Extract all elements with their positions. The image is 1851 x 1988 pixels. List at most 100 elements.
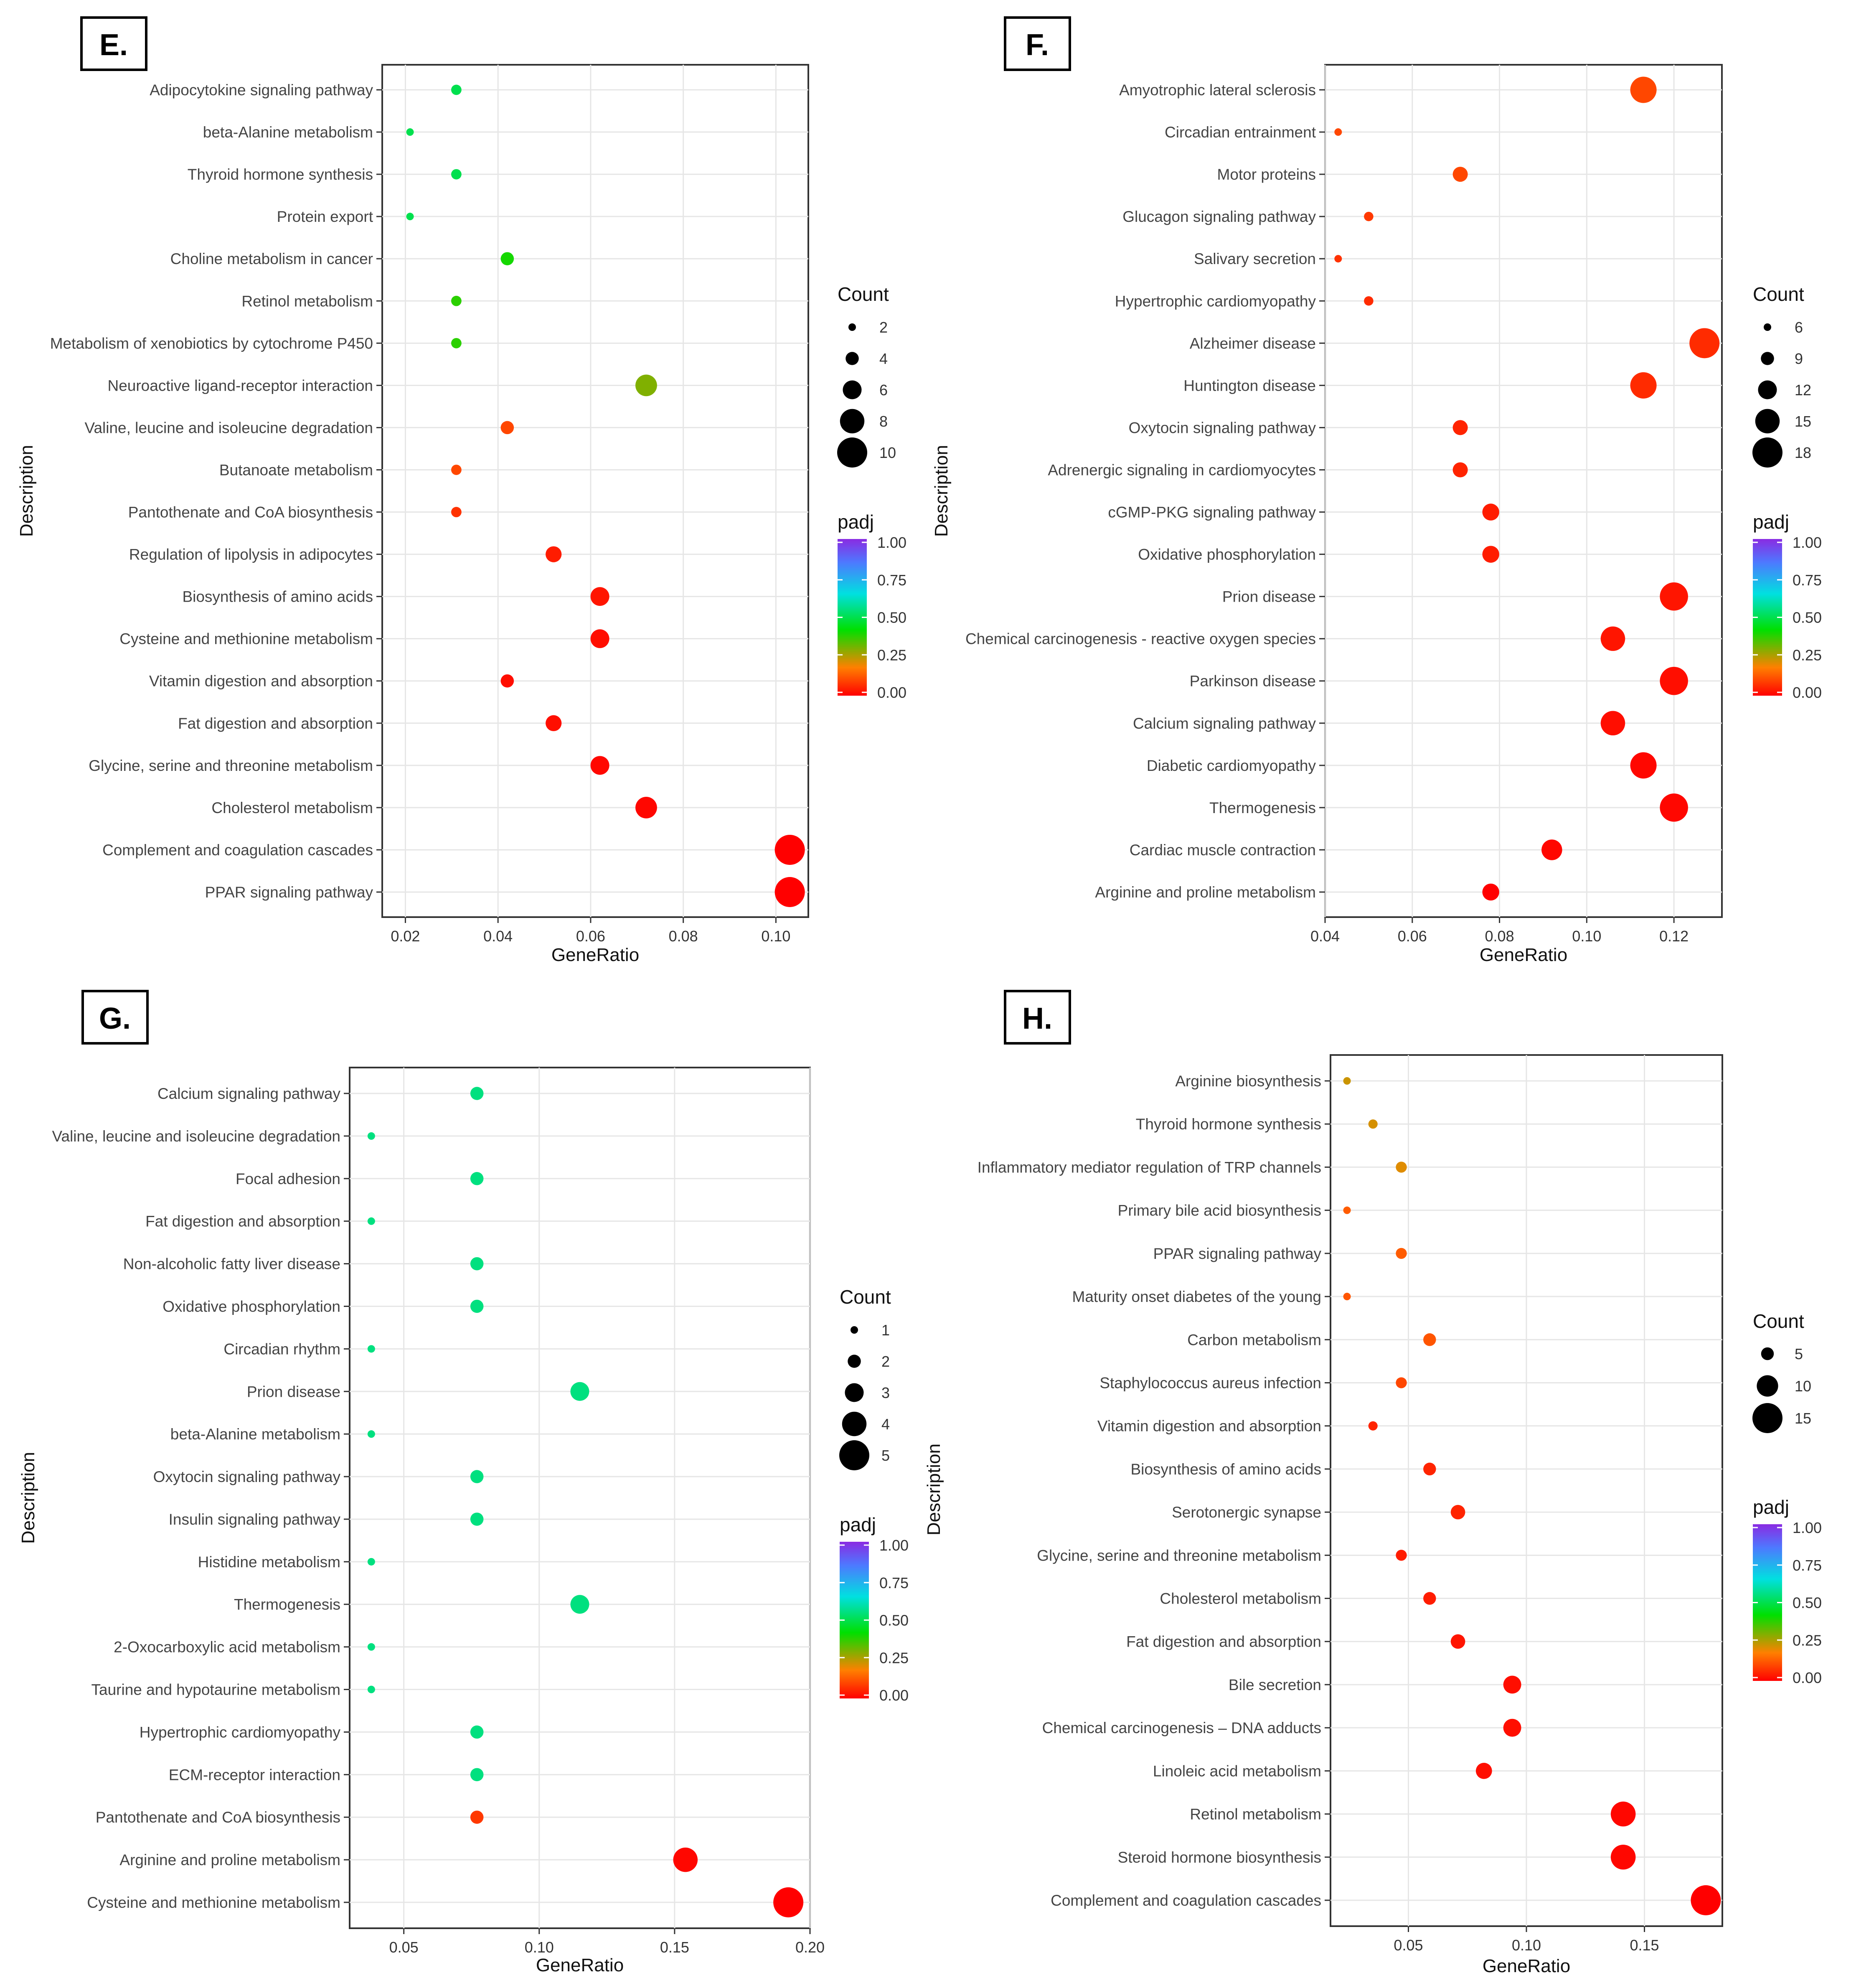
pathway-label: Protein export <box>277 208 373 225</box>
count-legend-dot <box>843 380 862 399</box>
count-legend-dot <box>837 437 867 468</box>
data-point <box>1452 167 1468 182</box>
colorbar-label: 0.25 <box>1793 646 1822 664</box>
data-point <box>500 421 514 435</box>
pathway-label: Valine, leucine and isoleucine degradati… <box>85 419 373 436</box>
pathway-label: Arginine and proline metabolism <box>119 1851 340 1869</box>
pathway-label: Cysteine and methionine metabolism <box>119 630 373 648</box>
padj-legend-ticks: 1.00 0.75 0.50 0.25 0.00 <box>838 534 906 701</box>
data-point <box>1343 1206 1351 1214</box>
count-legend-label: 18 <box>1795 444 1811 461</box>
data-point <box>1452 420 1468 435</box>
grid-lines <box>1324 65 1722 917</box>
data-points <box>1343 1077 1721 1915</box>
data-point <box>546 546 562 562</box>
pathway-label: Parkinson disease <box>1190 673 1316 690</box>
colorbar-label: 0.75 <box>879 1574 909 1591</box>
count-legend-dot <box>839 1440 869 1470</box>
count-legend-label: 5 <box>881 1447 890 1464</box>
data-point <box>367 1217 375 1225</box>
x-tick-label: 0.06 <box>1398 928 1427 945</box>
data-point <box>451 84 462 95</box>
data-points <box>367 1087 804 1917</box>
pathway-label: Fat digestion and absorption <box>178 715 373 732</box>
pathway-label: Cholesterol metabolism <box>211 799 373 816</box>
data-point <box>470 1470 484 1483</box>
pathway-labels: Amyotrophic lateral sclerosis Circadian e… <box>965 81 1325 901</box>
pathway-label: ECM-receptor interaction <box>169 1766 340 1783</box>
data-point <box>1610 1801 1636 1827</box>
pathway-label: Oxidative phosphorylation <box>1138 546 1316 563</box>
y-axis-label: Description <box>931 445 952 537</box>
x-axis-label: GeneRatio <box>551 945 639 965</box>
data-point <box>1541 839 1562 860</box>
count-legend-dot <box>1761 1347 1774 1360</box>
pathway-label: 2-Oxocarboxylic acid metabolism <box>114 1639 340 1656</box>
data-point <box>773 1887 804 1917</box>
count-legend-dot <box>851 1326 858 1334</box>
colorbar-label: 0.00 <box>1793 684 1822 701</box>
data-point <box>1396 1248 1407 1259</box>
data-point <box>1503 1675 1521 1694</box>
data-point <box>451 338 462 348</box>
x-axis-ticks: 0.05 0.10 0.15 0.20 <box>389 1928 825 1956</box>
panel-g: G. Calcium signaling pathway Valine, leuc… <box>18 990 909 1975</box>
x-tick-label: 0.20 <box>795 1939 825 1956</box>
colorbar-label: 0.50 <box>877 609 906 626</box>
count-legend-dot <box>842 1411 867 1436</box>
data-point <box>451 507 462 517</box>
pathway-label: Focal adhesion <box>236 1170 340 1187</box>
pathway-label: Steroid hormone biosynthesis <box>1118 1849 1321 1866</box>
data-point <box>1689 328 1720 358</box>
colorbar-label: 0.00 <box>879 1687 909 1704</box>
x-tick-label: 0.04 <box>483 928 513 945</box>
colorbar-label: 0.00 <box>877 684 906 701</box>
x-tick-label: 0.06 <box>576 928 605 945</box>
data-point <box>774 877 805 907</box>
pathway-label: Circadian rhythm <box>223 1340 340 1358</box>
pathway-label: Inflammatory mediator regulation of TRP … <box>978 1159 1321 1176</box>
colorbar-label: 0.50 <box>1793 609 1822 626</box>
pathway-label: Biosynthesis of amino acids <box>182 588 373 605</box>
count-legend-label: 5 <box>1795 1345 1803 1363</box>
pathway-label: Chemical carcinogenesis - reactive oxyge… <box>965 630 1316 648</box>
pathway-label: Insulin signaling pathway <box>169 1511 341 1528</box>
data-point <box>1423 1462 1436 1476</box>
colorbar-label: 0.75 <box>1793 572 1822 589</box>
colorbar-label: 0.50 <box>1793 1594 1822 1612</box>
panel-letter-box <box>81 990 149 1045</box>
padj-legend-title: padj <box>1753 511 1789 533</box>
pathway-label: Choline metabolism in cancer <box>170 250 373 267</box>
x-tick-label: 0.08 <box>669 928 698 945</box>
pathway-label: Calcium signaling pathway <box>1133 715 1316 732</box>
pathway-label: Glycine, serine and threonine metabolism <box>89 757 373 774</box>
count-legend: 5 10 15 <box>1752 1345 1811 1433</box>
colorbar-label: 0.75 <box>1793 1557 1822 1574</box>
data-point <box>1660 582 1688 611</box>
pathway-label: Neuroactive ligand-receptor interaction <box>107 377 373 394</box>
x-tick-label: 0.02 <box>391 928 420 945</box>
plot-area <box>381 64 809 918</box>
data-point <box>546 715 562 731</box>
grid-lines <box>1330 1055 1722 1926</box>
pathway-label: Arginine and proline metabolism <box>1095 884 1316 901</box>
x-tick-label: 0.10 <box>761 928 790 945</box>
y-axis-label: Description <box>18 1452 38 1544</box>
y-axis-label: Description <box>924 1444 944 1535</box>
count-legend-title: Count <box>838 283 889 305</box>
pathway-label: Primary bile acid biosynthesis <box>1118 1202 1321 1219</box>
pathway-label: Staphylococcus aureus infection <box>1099 1374 1321 1391</box>
data-point <box>367 1132 375 1140</box>
pathway-label: Maturity onset diabetes of the young <box>1072 1288 1321 1305</box>
data-point <box>451 169 462 180</box>
count-legend-label: 4 <box>879 350 888 367</box>
data-point <box>590 587 609 606</box>
count-legend: 2 4 6 8 10 <box>837 319 896 468</box>
colorbar-label: 1.00 <box>1793 534 1822 551</box>
data-point <box>470 1257 484 1271</box>
panel-e: E. Adipocytokine signaling pathway beta-A… <box>16 16 906 965</box>
x-tick-label: 0.10 <box>1572 928 1601 945</box>
colorbar-label: 0.75 <box>877 572 906 589</box>
data-point <box>451 295 462 306</box>
colorbar-label: 1.00 <box>877 534 906 551</box>
